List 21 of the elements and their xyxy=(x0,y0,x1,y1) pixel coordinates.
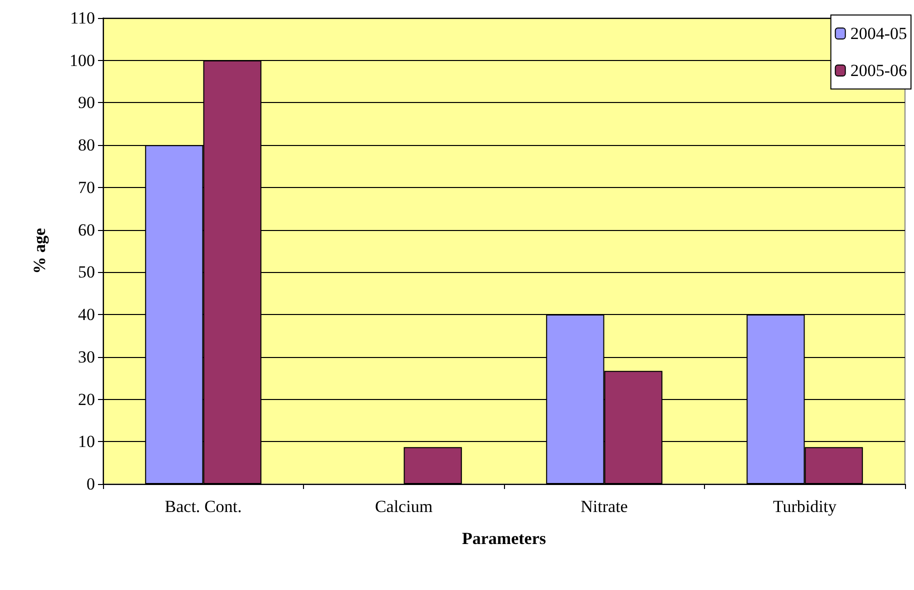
y-tick-label: 90 xyxy=(78,93,95,112)
x-tick-label: Nitrate xyxy=(580,497,628,516)
x-tick-label: Bact. Cont. xyxy=(164,497,242,516)
x-tick-label: Calcium xyxy=(374,497,433,516)
y-tick-label: 110 xyxy=(70,8,95,28)
y-tick-label: 40 xyxy=(78,305,95,324)
bar xyxy=(404,447,462,484)
y-tick-label: 0 xyxy=(86,474,95,494)
y-tick-label: 20 xyxy=(78,390,95,409)
y-axis-title: % age xyxy=(30,228,49,274)
y-tick-label: 80 xyxy=(78,136,95,155)
y-tick-label: 30 xyxy=(78,347,95,366)
legend-label: 2005-06 xyxy=(850,61,908,80)
x-tick-label: Turbidity xyxy=(772,497,838,516)
y-tick-label: 70 xyxy=(78,178,95,197)
x-axis-title: Parameters xyxy=(462,529,546,548)
y-tick-label: 100 xyxy=(70,50,95,70)
y-tick-label: 10 xyxy=(78,432,95,452)
y-tick-label: 60 xyxy=(78,220,95,240)
legend-label: 2004-05 xyxy=(850,24,908,43)
y-tick-label: 50 xyxy=(78,262,95,282)
